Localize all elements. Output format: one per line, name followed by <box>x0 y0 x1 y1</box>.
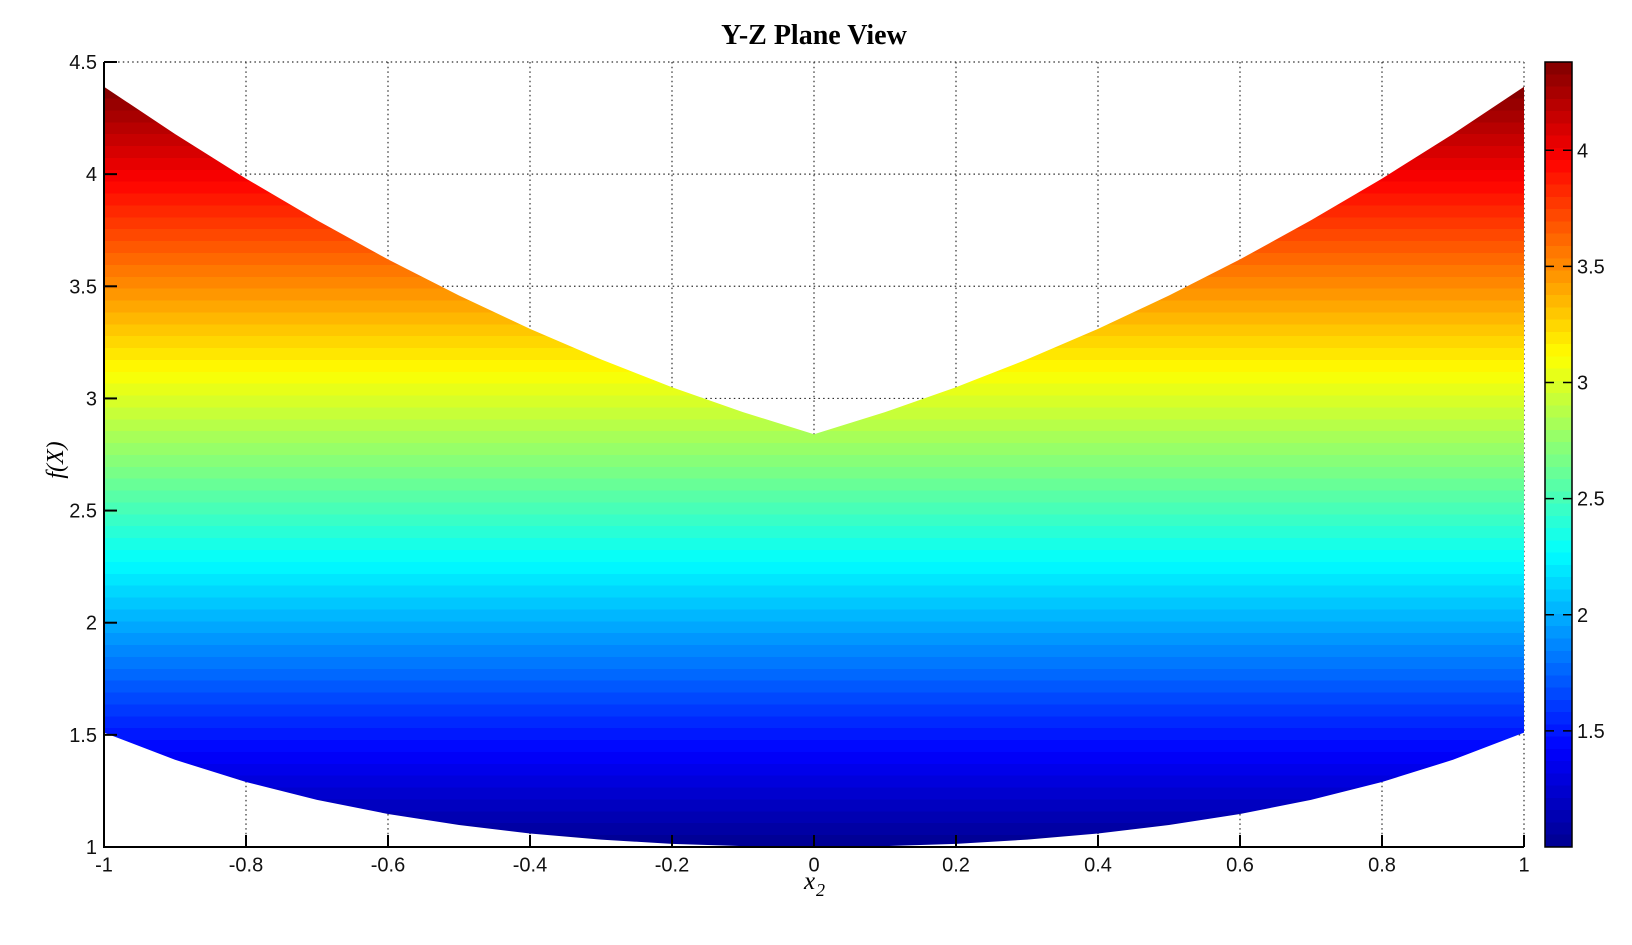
y-tick-label: 1 <box>86 837 97 859</box>
x-tick-label: -0.2 <box>655 855 689 877</box>
colorbar-tick-label: 3.5 <box>1577 256 1605 278</box>
x-tick-label: 0.4 <box>1084 855 1112 877</box>
plot-title: Y-Z Plane View <box>721 20 907 51</box>
colorbar: 1.5 2 2.5 3 3.5 4 <box>1544 61 1605 848</box>
colorbar-tick-label: 3 <box>1577 373 1588 395</box>
x-tick-label: -1 <box>95 855 113 877</box>
y-tick-label: 3.5 <box>69 276 97 298</box>
x-tick-label: 0.2 <box>942 855 970 877</box>
y-tick-label: 4 <box>86 164 97 186</box>
colorbar-gradient <box>1544 61 1573 848</box>
x-axis-label-base: x <box>803 868 816 895</box>
axes: -1 -0.8 -0.6 -0.4 -0.2 0 0.2 0.4 0.6 0.8 1 1 1.5 2 2.5… <box>69 52 1529 877</box>
x-axis-label: x2 <box>764 868 864 900</box>
x-tick-label: 0.6 <box>1226 855 1254 877</box>
x-axis-label-subscript: 2 <box>816 880 826 900</box>
y-tick-label: 4.5 <box>69 52 97 74</box>
x-tick-label: 0.8 <box>1368 855 1396 877</box>
x-tick-label: -0.6 <box>371 855 405 877</box>
colorbar-tick-label: 1.5 <box>1577 721 1605 743</box>
x-tick-label: 1 <box>1518 855 1529 877</box>
y-axis-label: f(X) <box>43 441 69 479</box>
y-tick-label: 2 <box>86 613 97 635</box>
x-tick-label: 0 <box>808 855 819 877</box>
surface-projection-region <box>104 86 1524 847</box>
y-tick-label: 3 <box>86 388 97 410</box>
colorbar-tick-label: 4 <box>1577 140 1588 162</box>
y-tick-label: 2.5 <box>69 501 97 523</box>
y-tick-label: 1.5 <box>69 725 97 747</box>
colorbar-tick-label: 2.5 <box>1577 489 1605 511</box>
colorbar-tick-label: 2 <box>1577 605 1588 627</box>
x-tick-label: -0.8 <box>229 855 263 877</box>
x-tick-label: -0.4 <box>513 855 547 877</box>
